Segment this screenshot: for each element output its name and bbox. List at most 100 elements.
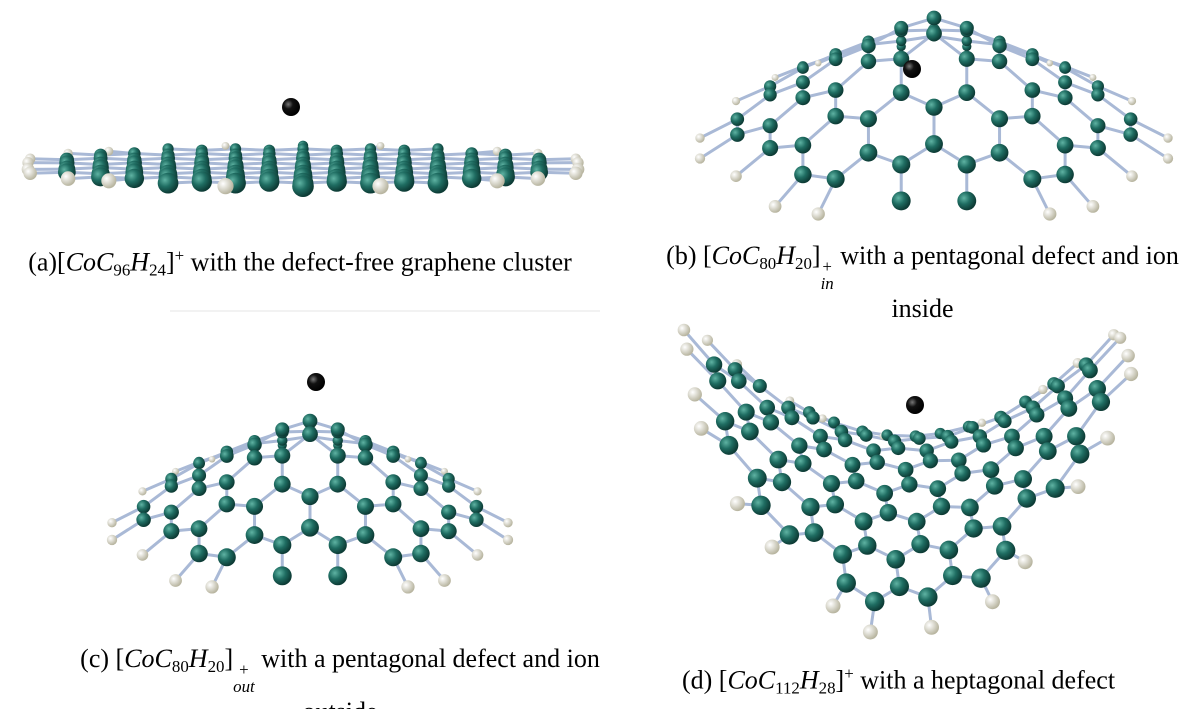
carbon-atom [861,54,876,69]
carbon-atom [911,535,929,553]
carbon-atom [386,449,400,463]
panel-label: (a) [28,247,57,276]
carbon-atom [890,577,909,596]
carbon-atom [1025,82,1041,98]
carbon-atom [838,433,852,447]
caption-b: (b) [CoC80H20]+in with a pentagonal defe… [650,240,1195,324]
hydrogen-atom [531,171,546,186]
carbon-atom [1039,442,1057,460]
hydrogen-atom [473,487,481,495]
carbon-atom [958,84,975,101]
carbon-atom [795,90,810,105]
carbon-atom [806,411,819,424]
hydrogen-atom [985,594,1000,609]
hydrogen-atom [107,535,117,545]
carbon-atom [751,496,770,515]
charge-site: +in [821,258,834,294]
carbon-atom [891,441,905,455]
carbon-atom [428,173,449,194]
hydrogen-atom [1038,385,1047,394]
formula-atoms: CoC [712,241,760,270]
carbon-atom [991,110,1008,127]
carbon-atom [954,465,970,481]
carbon-atom [1092,393,1110,411]
carbon-atom [829,52,843,66]
charge-site: +out [233,661,255,697]
carbon-atom [165,479,178,492]
carbon-atom [753,379,767,393]
carbon-atom [413,481,428,496]
panel-label: (d) [682,665,712,694]
carbon-atom [731,373,747,389]
carbon-atom [892,191,911,210]
carbon-atom [784,410,799,425]
hydrogen-atom [1124,367,1138,381]
carbon-atom [1014,470,1032,488]
carbon-atom [763,88,776,101]
hydrogen-atom [924,620,939,635]
carbon-atom [163,523,179,539]
hydrogen-atom [1121,349,1134,362]
carbon-atom [1059,62,1071,74]
hydrogen-atom [107,518,116,527]
carbon-atom [719,436,738,455]
cobalt-ion [903,60,921,78]
carbon-atom [414,468,428,482]
carbon-atom [246,498,263,515]
hydrogen-atom [702,335,713,346]
carbon-atom [898,462,914,478]
carbon-atom [828,82,844,98]
hydrogen-atom [101,173,116,188]
formula-atoms: CoC [66,247,114,276]
formula-hydrogen: H [800,665,819,694]
hydrogen-atom [695,153,705,163]
carbon-atom [302,426,318,442]
carbon-atom [273,566,292,585]
carbon-atom [826,496,844,514]
carbon-atom [876,485,893,502]
carbon-atom [926,26,942,42]
carbon-atom [1007,440,1023,456]
carbon-atom [1025,52,1039,66]
formula-hydrogen: H [189,644,208,673]
carbon-atom [219,496,235,512]
carbon-atom [858,536,876,554]
carbon-atom [860,110,877,127]
carbon-atom [329,476,346,493]
carbon-atom [795,137,812,154]
hydrogen-atom [209,456,216,463]
carbon-atom [220,449,234,463]
carbon-atom [441,523,457,539]
carbon-count: 80 [172,657,189,676]
site: in [821,275,834,293]
carbon-atom [865,592,884,611]
caption-d: (d) [CoC112H28]+ with a heptagonal defec… [600,658,1197,703]
hydrogen-atom [694,421,709,436]
carbon-atom [442,479,455,492]
carbon-atom [385,474,401,490]
caption-text: with a pentagonal defect and ion outside [261,644,600,709]
carbon-atom [855,513,873,531]
carbon-atom [329,536,347,554]
carbon-atom [470,500,484,514]
carbon-atom [1058,90,1073,105]
carbon-atom [763,414,779,430]
carbon-atom [940,541,959,560]
formula-hydrogen: H [776,241,795,270]
carbon-atom [892,155,910,173]
carbon-atom [929,480,946,497]
carbon-atom [357,526,375,544]
caption-text: with the defect-free graphene cluster [191,247,572,276]
carbon-atom [136,512,151,527]
carbon-atom [385,496,401,512]
carbon-atom [330,448,346,464]
cobalt-ion [282,98,300,116]
carbon-atom [1029,407,1044,422]
hydrogen-atom [1087,200,1100,213]
carbon-atom [247,437,261,451]
carbon-atom [1124,112,1138,126]
carbon-atom [246,526,264,544]
hydrogen-atom [377,142,385,150]
hydrogen-atom [1114,332,1126,344]
hydrogen-atom [438,574,451,587]
